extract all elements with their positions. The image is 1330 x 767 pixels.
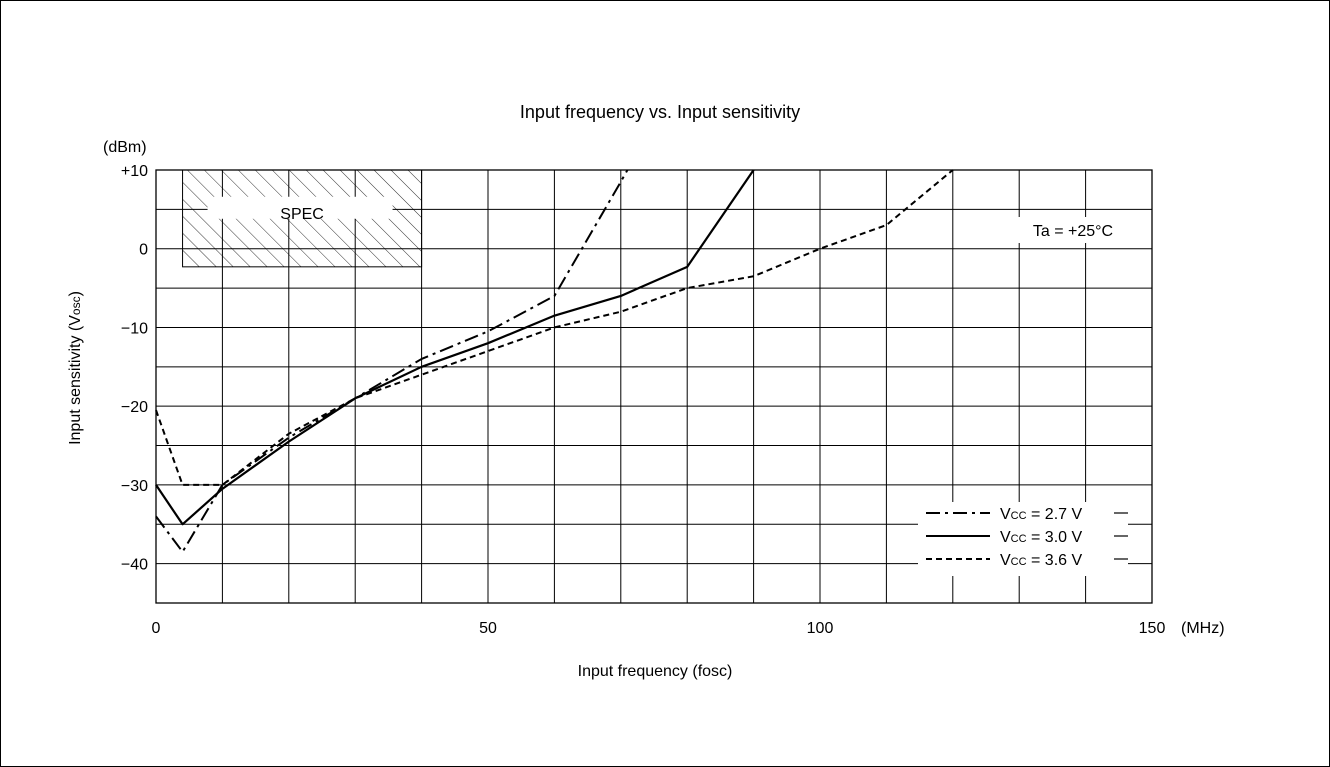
series-line-2: [155, 169, 954, 486]
x-axis-label: Input frequency (fosc): [578, 663, 733, 680]
y-tick-label: −30: [121, 478, 148, 495]
legend-label-main: V: [1000, 552, 1011, 569]
chart-title: Input frequency vs. Input sensitivity: [520, 102, 800, 122]
y-tick-label: −20: [121, 399, 148, 416]
temperature-label: Ta = +25°C: [1033, 223, 1113, 240]
y-tick-label: −10: [121, 320, 148, 337]
legend-label-0: VCC = 2.7 V: [1000, 506, 1082, 523]
x-tick-label: 50: [479, 620, 497, 637]
legend-background: [918, 502, 1128, 576]
legend-label-main: V: [1000, 529, 1011, 546]
legend-label-1: VCC = 3.0 V: [1000, 529, 1082, 546]
plot-border: [155, 169, 1153, 604]
y-axis-label-sub: osc: [69, 296, 83, 315]
y-axis-label-close: ): [67, 291, 84, 296]
y-axis-label-main: Input sensitivity (V: [67, 315, 84, 445]
y-tick-label: −40: [121, 557, 148, 574]
legend-label-rest: = 3.0 V: [1027, 529, 1083, 546]
y-tick-label: 0: [139, 242, 148, 259]
x-tick-label: 100: [807, 620, 834, 637]
x-tick-labels: 0 50 100 150: [152, 620, 1166, 637]
x-unit-label: (MHz): [1181, 620, 1225, 637]
series-line-0: [155, 169, 629, 553]
x-tick-label: 150: [1139, 620, 1166, 637]
legend-label-main: V: [1000, 506, 1011, 523]
legend-label-rest: = 2.7 V: [1027, 506, 1083, 523]
spec-region: SPEC: [182, 169, 423, 268]
temperature-annotation: Ta = +25°C: [1010, 217, 1136, 243]
spec-label-box: [207, 196, 393, 219]
y-axis-label: Input sensitivity (Vosc): [67, 291, 84, 445]
legend-label-sub: CC: [1011, 533, 1027, 545]
x-tick-label: 0: [152, 620, 161, 637]
legend-label-rest: = 3.6 V: [1027, 552, 1083, 569]
legend-label-sub: CC: [1011, 510, 1027, 522]
spec-label: SPEC: [280, 206, 324, 223]
series-line-1: [155, 169, 755, 526]
y-tick-label: +10: [121, 163, 148, 180]
series-lines: [155, 169, 954, 553]
grid: [155, 169, 1153, 604]
legend-label-2: VCC = 3.6 V: [1000, 552, 1082, 569]
legend-label-sub: CC: [1011, 556, 1027, 568]
y-tick-labels: +10 0 −10 −20 −30 −40: [121, 163, 148, 574]
y-unit-label: (dBm): [103, 139, 147, 156]
